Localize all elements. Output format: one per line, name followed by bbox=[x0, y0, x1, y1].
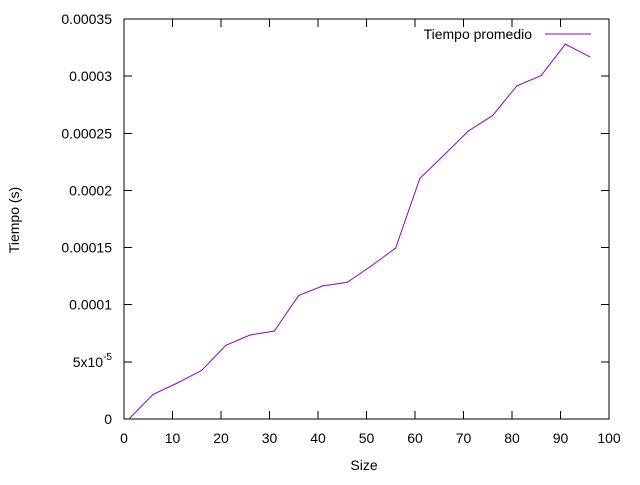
y-axis-label: Tiempo (s) bbox=[6, 187, 22, 253]
x-tick-label: 50 bbox=[359, 430, 375, 446]
y-tick-label: 0.00015 bbox=[61, 240, 112, 256]
legend-label: Tiempo promedio bbox=[424, 26, 533, 42]
data-point bbox=[370, 265, 372, 267]
data-point bbox=[152, 393, 154, 396]
x-axis-label: Size bbox=[350, 457, 377, 473]
data-point bbox=[395, 247, 397, 249]
x-tick-label: 90 bbox=[553, 430, 569, 446]
data-point bbox=[176, 382, 178, 384]
x-tick-label: 10 bbox=[165, 430, 181, 446]
x-tick-label: 70 bbox=[456, 430, 472, 446]
data-point bbox=[564, 43, 566, 45]
x-tick-label: 40 bbox=[310, 430, 326, 446]
data-point bbox=[273, 330, 275, 332]
data-point bbox=[589, 56, 591, 58]
y-tick-label: 0.0003 bbox=[69, 68, 112, 84]
data-point bbox=[540, 74, 542, 77]
data-point bbox=[322, 285, 324, 287]
x-tick-label: 20 bbox=[213, 430, 229, 446]
data-point bbox=[516, 85, 518, 87]
data-point bbox=[249, 334, 251, 336]
data-point bbox=[225, 344, 227, 346]
data-point bbox=[298, 294, 300, 297]
x-tick-label: 0 bbox=[120, 430, 128, 446]
y-tick-label: 0.00025 bbox=[61, 125, 112, 141]
data-point bbox=[419, 177, 421, 180]
series-line bbox=[128, 43, 590, 420]
y-tick-label: 0.0002 bbox=[69, 182, 112, 198]
data-point bbox=[443, 154, 445, 156]
data-point bbox=[201, 369, 203, 372]
data-point bbox=[492, 114, 494, 117]
y-tick-label-exponent: -5 bbox=[103, 352, 112, 363]
data-point bbox=[467, 130, 469, 132]
y-tick-label-base: 5x10 bbox=[73, 354, 104, 370]
data-point bbox=[128, 418, 130, 420]
y-tick-label: 0 bbox=[104, 411, 112, 427]
data-point bbox=[346, 281, 348, 284]
y-tick-label: 0.0001 bbox=[69, 297, 112, 313]
y-tick-label: 0.00035 bbox=[61, 11, 112, 27]
x-tick-label: 100 bbox=[597, 430, 621, 446]
plot-frame bbox=[123, 18, 610, 420]
x-tick-label: 30 bbox=[262, 430, 278, 446]
x-tick-label: 80 bbox=[504, 430, 520, 446]
y-tick-label: 5x10-5 bbox=[73, 352, 113, 370]
x-tick-label: 60 bbox=[407, 430, 423, 446]
